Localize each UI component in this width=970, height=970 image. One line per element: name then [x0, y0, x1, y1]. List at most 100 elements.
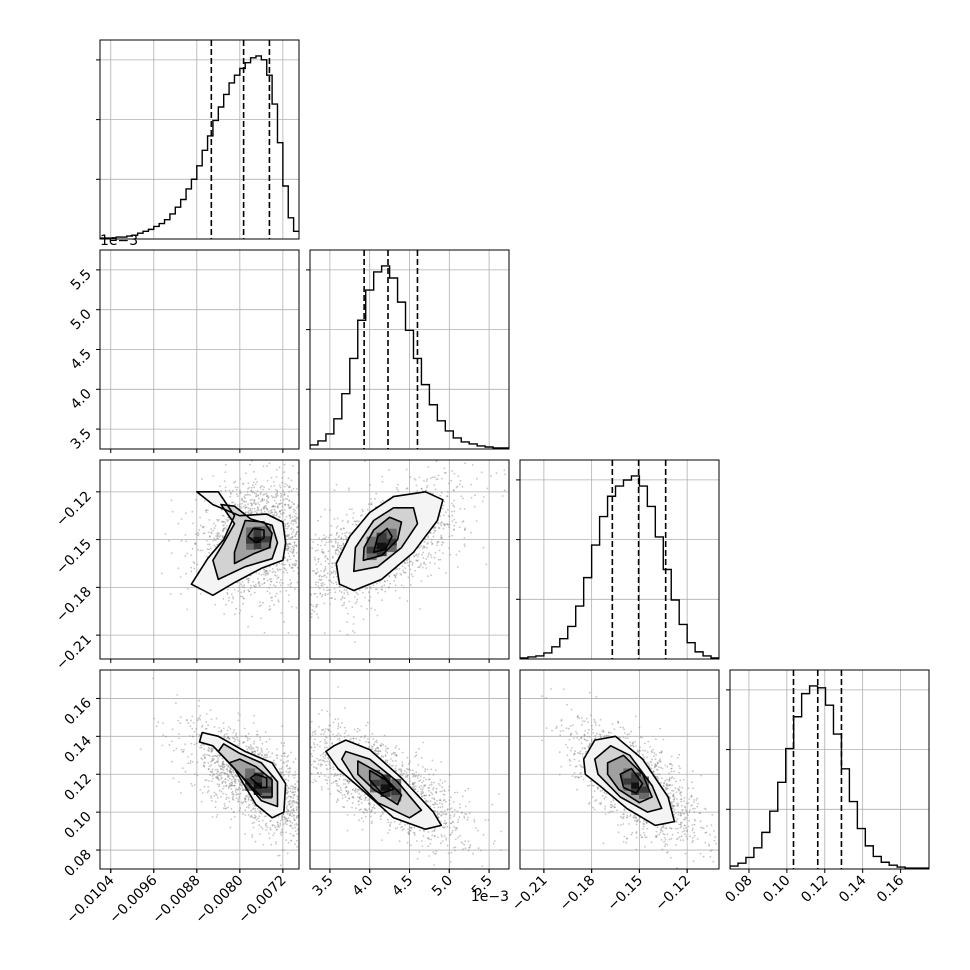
sample-point: [288, 555, 291, 558]
sample-point: [271, 706, 273, 708]
sample-point: [230, 707, 232, 709]
sample-point: [295, 809, 298, 812]
sample-point: [306, 835, 308, 837]
sample-point: [313, 833, 315, 835]
sample-point: [222, 520, 225, 523]
sample-point: [325, 552, 327, 554]
sample-point: [287, 810, 290, 813]
sample-point: [219, 765, 222, 768]
sample-point: [203, 707, 205, 709]
sample-point: [252, 481, 255, 484]
sample-point: [231, 781, 234, 784]
sample-point: [262, 601, 264, 604]
sample-point: [170, 707, 172, 709]
sample-point: [261, 742, 264, 745]
sample-point: [209, 707, 211, 709]
sample-point: [316, 503, 318, 505]
sample-point: [245, 707, 247, 709]
sample-point: [275, 706, 277, 708]
sample-point: [316, 706, 318, 708]
sample-point: [290, 815, 293, 818]
sample-point: [260, 500, 262, 503]
sample-point: [265, 706, 267, 708]
sample-point: [287, 706, 289, 708]
sample-point: [276, 489, 279, 492]
sample-point: [263, 508, 265, 510]
sample-point: [259, 752, 262, 754]
sample-point: [261, 499, 264, 502]
sample-point: [218, 727, 221, 729]
sample-point: [218, 706, 220, 708]
sample-point: [214, 545, 217, 548]
sample-point: [248, 486, 251, 489]
sample-point: [255, 707, 257, 709]
sample-point: [270, 706, 272, 708]
sample-point: [238, 707, 240, 709]
sample-point: [259, 707, 261, 709]
sample-point: [273, 706, 275, 708]
sample-point: [247, 707, 249, 709]
sample-point: [266, 573, 269, 576]
sample-point: [263, 707, 265, 709]
sample-point: [283, 522, 286, 525]
sample-point: [297, 706, 299, 708]
sample-point: [229, 707, 231, 709]
sample-point: [224, 778, 227, 781]
sample-point: [241, 707, 243, 709]
sample-point: [279, 706, 281, 708]
sample-point: [255, 503, 257, 505]
sample-point: [247, 707, 249, 709]
sample-point: [260, 457, 262, 459]
sample-point: [280, 496, 282, 498]
sample-point: [260, 706, 262, 708]
sample-point: [261, 707, 263, 709]
sample-point: [185, 707, 187, 709]
sample-point: [287, 786, 290, 789]
sample-point: [283, 818, 286, 821]
sample-point: [278, 706, 280, 708]
sample-point: [231, 737, 234, 739]
sample-point: [265, 507, 268, 510]
sample-point: [208, 707, 210, 709]
sample-point: [268, 706, 270, 708]
sample-point: [254, 707, 256, 709]
sample-point: [278, 706, 280, 708]
sample-point: [259, 707, 261, 709]
sample-point: [189, 725, 192, 728]
sample-point: [253, 707, 255, 709]
sample-point: [262, 465, 265, 468]
sample-point: [178, 707, 180, 709]
sample-point: [305, 542, 307, 544]
sample-point: [280, 707, 282, 709]
sample-point: [215, 816, 218, 818]
sample-point: [239, 807, 242, 810]
sample-point: [247, 581, 250, 584]
sample-point: [317, 706, 319, 708]
sample-point: [284, 707, 286, 709]
sample-point: [235, 707, 237, 709]
sample-point: [265, 829, 267, 832]
sample-point: [271, 706, 273, 708]
sample-point: [261, 707, 263, 709]
sample-point: [250, 502, 253, 505]
sample-point: [236, 495, 239, 498]
sample-point: [289, 767, 292, 770]
sample-point: [219, 707, 221, 709]
sample-point: [247, 707, 249, 709]
sample-point: [246, 706, 248, 708]
sample-point: [269, 756, 272, 758]
sample-point: [253, 714, 256, 717]
sample-point: [273, 707, 275, 709]
sample-point: [229, 707, 231, 709]
sample-point: [289, 514, 292, 517]
sample-point: [236, 707, 238, 709]
sample-point: [268, 578, 271, 581]
sample-point: [281, 707, 283, 709]
sample-point: [291, 706, 293, 708]
sample-point: [291, 706, 293, 708]
sample-point: [274, 707, 276, 709]
sample-point: [280, 509, 283, 511]
sample-point: [270, 509, 273, 511]
sample-point: [305, 809, 307, 811]
sample-point: [288, 706, 290, 708]
